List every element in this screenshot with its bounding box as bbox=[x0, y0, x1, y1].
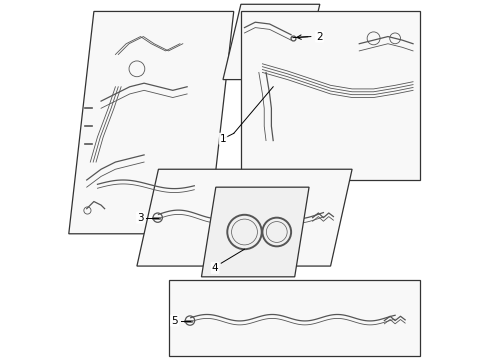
Polygon shape bbox=[69, 12, 233, 234]
Text: 1: 1 bbox=[219, 134, 226, 144]
Polygon shape bbox=[223, 4, 319, 80]
Polygon shape bbox=[137, 169, 351, 266]
Polygon shape bbox=[201, 187, 308, 277]
Polygon shape bbox=[241, 12, 419, 180]
Text: 2: 2 bbox=[316, 32, 322, 41]
Text: 5: 5 bbox=[171, 316, 178, 325]
Text: 3: 3 bbox=[137, 213, 143, 222]
Polygon shape bbox=[169, 280, 419, 356]
Text: 4: 4 bbox=[211, 263, 218, 273]
